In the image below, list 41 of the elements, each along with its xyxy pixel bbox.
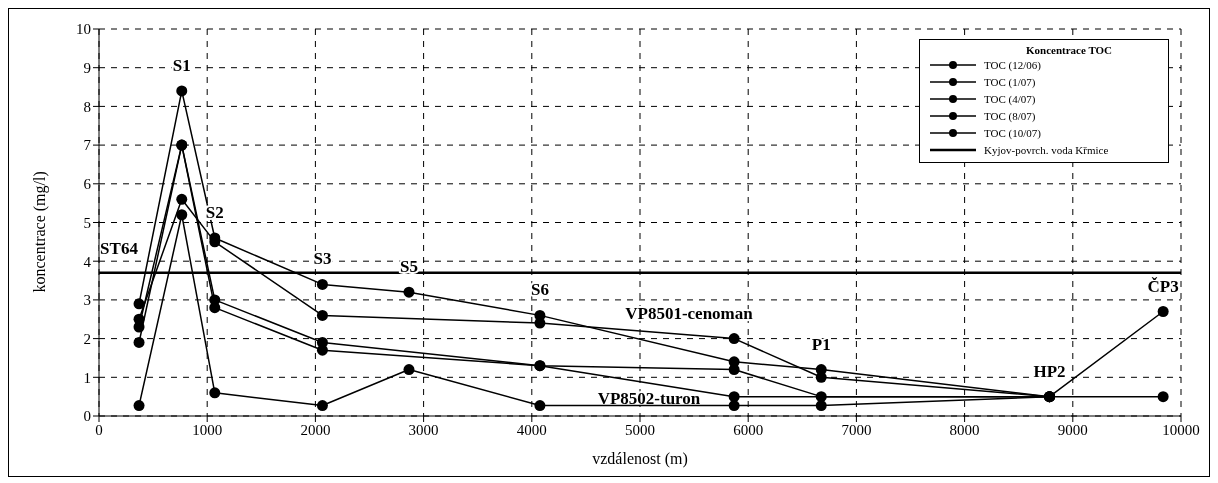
x-tick-label: 0 <box>95 421 103 438</box>
annotation: S6 <box>530 280 549 300</box>
x-tick-label: 1000 <box>192 421 223 438</box>
legend-label: TOC (8/07) <box>984 109 1036 122</box>
x-tick-label: 6000 <box>733 421 764 438</box>
x-tick-label: 9000 <box>1057 421 1088 438</box>
y-tick-label: 1 <box>83 369 91 386</box>
annotation: ČP3 <box>1147 276 1179 296</box>
y-tick-label: 10 <box>76 21 91 38</box>
legend-label: Kyjov-povrch. voda Křmice <box>984 143 1109 156</box>
x-axis-title: vzdálenost (m) <box>592 450 688 468</box>
annotation: S3 <box>313 249 332 269</box>
annotation: HP2 <box>1033 361 1066 381</box>
y-tick-label: 9 <box>83 60 91 77</box>
annotation: VP8501-cenoman <box>625 304 754 323</box>
annotation: ST64 <box>100 239 139 258</box>
y-tick-label: 5 <box>83 214 91 231</box>
legend-title: Koncentrace TOC <box>1024 44 1114 56</box>
legend-label: TOC (1/07) <box>984 75 1036 88</box>
annotation: S5 <box>400 257 418 277</box>
legend-label: TOC (12/06) <box>984 58 1041 71</box>
legend-label: TOC (10/07) <box>984 126 1041 139</box>
x-tick-label: 7000 <box>841 421 872 438</box>
y-axis-title: koncentrace (mg/l) <box>30 171 49 293</box>
annotation: VP8502-turon <box>597 389 701 408</box>
y-tick-label: 0 <box>83 408 91 425</box>
legend-label: TOC (4/07) <box>984 92 1036 105</box>
x-tick-label: 10000 <box>1162 421 1200 438</box>
x-tick-label: 8000 <box>949 421 980 438</box>
y-tick-label: 3 <box>83 292 91 309</box>
annotation: S1 <box>172 55 191 75</box>
y-tick-label: 8 <box>83 98 91 115</box>
x-tick-label: 3000 <box>408 421 439 438</box>
y-tick-label: 4 <box>83 253 92 270</box>
y-tick-label: 2 <box>83 330 91 347</box>
y-tick-label: 7 <box>83 137 92 154</box>
annotation: P1 <box>811 334 831 354</box>
x-tick-label: 5000 <box>625 421 655 438</box>
y-tick-label: 6 <box>83 176 92 193</box>
x-tick-label: 4000 <box>516 421 547 438</box>
x-tick-label: 2000 <box>300 421 331 438</box>
